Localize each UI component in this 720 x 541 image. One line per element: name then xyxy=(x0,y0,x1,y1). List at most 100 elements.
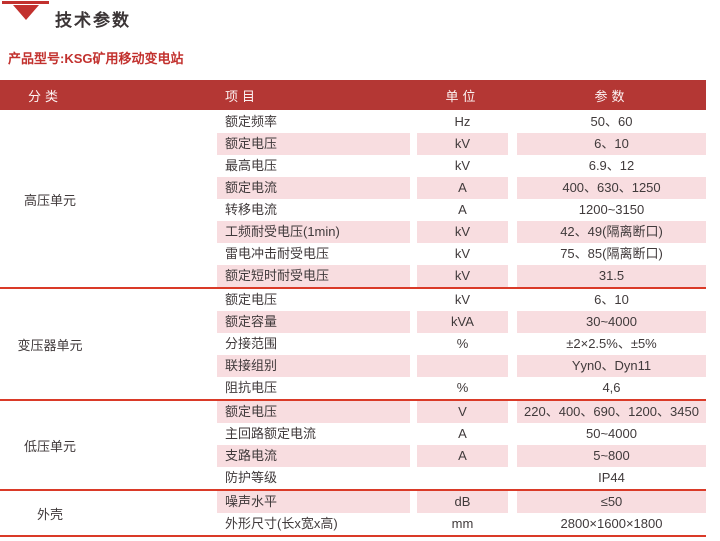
column-gap xyxy=(410,133,417,155)
unit-cell: % xyxy=(456,336,469,351)
column-gap xyxy=(410,155,417,177)
item-cell: 外形尺寸(长x宽x高) xyxy=(225,516,338,531)
header-category: 分类 xyxy=(28,88,63,104)
item-cell: 雷电冲击耐受电压 xyxy=(225,246,330,261)
column-gap xyxy=(410,111,417,133)
column-gap xyxy=(410,401,417,423)
column-gap xyxy=(410,445,417,467)
table-row: 额定电压 kV 6、10 xyxy=(217,289,706,311)
unit-cell: kVA xyxy=(417,311,508,333)
unit-cell xyxy=(417,467,508,489)
section-rows: 额定电压 V 220、400、690、1200、3450 主回路额定电流 A 50~400… xyxy=(217,401,706,489)
column-gap xyxy=(410,333,417,355)
item-cell: 额定电压 xyxy=(225,292,278,307)
category-cell: 低压单元 xyxy=(0,401,217,489)
table-row: 雷电冲击耐受电压 kV 75、85(隔离断口) xyxy=(217,243,706,265)
table-row: 外形尺寸(长x宽x高) mm 2800×1600×1800 xyxy=(217,513,706,535)
column-gap xyxy=(508,155,517,177)
item-cell: 阻抗电压 xyxy=(225,380,278,395)
item-cell: 额定电压 xyxy=(217,401,410,423)
column-gap xyxy=(508,467,517,489)
table-row: 额定容量 kVA 30~4000 xyxy=(217,311,706,333)
table-section: 高压单元 额定频率 Hz 50、60 额定电压 kV 6、10 最高电压 kV 6.9、12 额定电… xyxy=(0,111,706,289)
parameter-cell: 6、10 xyxy=(517,133,706,155)
table-row: 分接范围% ±2×2.5%、±5% xyxy=(217,333,706,355)
column-gap xyxy=(508,355,517,377)
column-gap xyxy=(410,311,417,333)
parameter-cell: 4,6 xyxy=(602,380,621,395)
parameter-cell: 30~4000 xyxy=(517,311,706,333)
column-gap xyxy=(410,423,417,445)
unit-cell: mm xyxy=(451,516,474,531)
table-section: 低压单元 额定电压 V 220、400、690、1200、3450 主回路额定电流 A 50… xyxy=(0,401,706,491)
column-gap xyxy=(508,513,517,535)
item-cell: 噪声水平 xyxy=(217,491,410,513)
column-gap xyxy=(410,265,417,287)
unit-cell: kV xyxy=(417,133,508,155)
table-row: 额定电压 kV 6、10 xyxy=(217,133,706,155)
category-label: 变压器单元 xyxy=(17,337,83,353)
table-row: 联接组别 Yyn0、Dyn11 xyxy=(217,355,706,377)
unit-cell: % xyxy=(456,380,469,395)
table-section: 变压器单元 额定电压 kV 6、10 额定容量 kVA 30~4000 分接范围% ±2×2.5… xyxy=(0,289,706,401)
column-gap xyxy=(410,467,417,489)
product-model-subtitle: 产品型号:KSG矿用移动变电站 xyxy=(8,51,184,66)
unit-cell: A xyxy=(458,202,467,217)
unit-cell: A xyxy=(417,445,508,467)
section-rows: 噪声水平 dB ≤50 外形尺寸(长x宽x高) mm 2800×1600×1800 xyxy=(217,491,706,535)
unit-cell: A xyxy=(417,177,508,199)
column-gap xyxy=(508,221,517,243)
item-cell: 工频耐受电压(1min) xyxy=(217,221,410,243)
table-row: 主回路额定电流 A 50~4000 xyxy=(217,423,706,445)
table-body: 高压单元 额定频率 Hz 50、60 额定电压 kV 6、10 最高电压 kV 6.9、12 额定电… xyxy=(0,111,706,537)
table-row: 阻抗电压% 4,6 xyxy=(217,377,706,399)
parameter-cell: 6.9、12 xyxy=(588,158,635,173)
column-gap xyxy=(410,491,417,513)
table-row: 额定电压 V 220、400、690、1200、3450 xyxy=(217,401,706,423)
column-gap xyxy=(508,199,517,221)
category-label: 高压单元 xyxy=(23,192,76,208)
item-cell: 最高电压 xyxy=(225,158,278,173)
item-cell: 支路电流 xyxy=(217,445,410,467)
item-cell: 额定频率 xyxy=(225,114,278,129)
header-unit: 单位 xyxy=(445,88,480,104)
column-gap xyxy=(508,377,517,399)
section-rows: 额定电压 kV 6、10 额定容量 kVA 30~4000 分接范围% ±2×2.5%、±5%… xyxy=(217,289,706,399)
parameter-cell: 42、49(隔离断口) xyxy=(517,221,706,243)
category-label: 外壳 xyxy=(36,506,63,522)
section-rows: 额定频率 Hz 50、60 额定电压 kV 6、10 最高电压 kV 6.9、12 额定电流 A 40… xyxy=(217,111,706,287)
column-gap xyxy=(508,333,517,355)
parameter-cell: 6、10 xyxy=(594,292,629,307)
parameter-cell: 5~800 xyxy=(517,445,706,467)
unit-cell: kV xyxy=(454,246,471,261)
column-gap xyxy=(508,111,517,133)
section-marker-icon xyxy=(2,1,52,25)
unit-cell: kV xyxy=(417,221,508,243)
category-cell: 高压单元 xyxy=(0,111,217,287)
item-cell: 主回路额定电流 xyxy=(225,426,317,441)
parameter-cell: 220、400、690、1200、3450 xyxy=(517,401,706,423)
item-cell: 额定电压 xyxy=(217,133,410,155)
page-title: 技术参数 xyxy=(55,11,131,30)
item-cell: 分接范围 xyxy=(225,336,278,351)
item-cell: 额定短时耐受电压 xyxy=(217,265,410,287)
down-triangle-icon xyxy=(13,5,39,20)
column-gap xyxy=(410,377,417,399)
table-row: 转移电流 A 1200~3150 xyxy=(217,199,706,221)
table-row: 工频耐受电压(1min) kV 42、49(隔离断口) xyxy=(217,221,706,243)
column-gap xyxy=(410,289,417,311)
unit-cell: A xyxy=(458,426,467,441)
item-cell: 防护等级 xyxy=(225,470,278,485)
table-row: 支路电流 A 5~800 xyxy=(217,445,706,467)
table-row: 额定短时耐受电压 kV 31.5 xyxy=(217,265,706,287)
column-gap xyxy=(410,177,417,199)
column-gap xyxy=(410,199,417,221)
parameter-cell: ±2×2.5%、±5% xyxy=(566,336,657,351)
column-gap xyxy=(508,445,517,467)
column-gap xyxy=(410,513,417,535)
unit-cell xyxy=(417,355,508,377)
unit-cell: V xyxy=(417,401,508,423)
column-gap xyxy=(410,221,417,243)
marker-bar xyxy=(2,1,49,4)
